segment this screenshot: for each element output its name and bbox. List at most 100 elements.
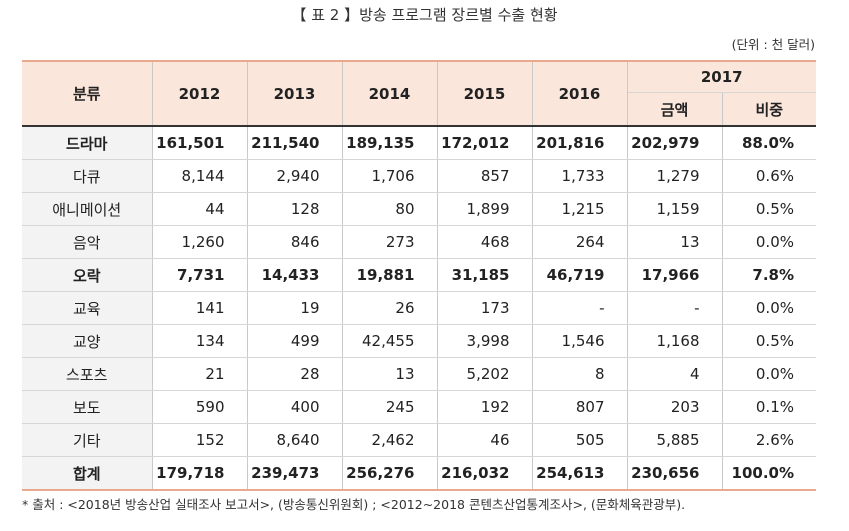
header-year: 2013	[247, 61, 343, 127]
row-category: 음악	[22, 225, 153, 259]
source-note: * 출처 : <2018년 방송산업 실태조사 보고서>, (방송통신위원회) …	[22, 497, 686, 512]
row-category: 기타	[22, 423, 153, 457]
table-cell: 0.6%	[722, 159, 816, 193]
table-cell: 100.0%	[722, 456, 816, 491]
table-cell: 46,719	[532, 258, 628, 292]
table-cell: 19,881	[342, 258, 438, 292]
table-row: 애니메이션 44 128 80 1,899 1,215 1,159 0.5%	[22, 192, 816, 226]
table-cell: 80	[342, 192, 438, 226]
row-category: 오락	[22, 258, 153, 292]
unit-label: (단위 : 천 달러)	[731, 37, 815, 52]
table-row: 기타 152 8,640 2,462 46 505 5,885 2.6%	[22, 423, 816, 457]
table-cell: 8,640	[247, 423, 343, 457]
table-cell: 256,276	[342, 456, 438, 491]
table-cell: 26	[342, 291, 438, 325]
header-year: 2012	[152, 61, 248, 127]
table-cell: 590	[152, 390, 248, 424]
table-cell: 1,260	[152, 225, 248, 259]
table-cell: 13	[627, 225, 723, 259]
row-category: 드라마	[22, 126, 153, 160]
table-cell: 172,012	[437, 126, 533, 160]
table-cell: 0.0%	[722, 357, 816, 391]
table-cell: 0.5%	[722, 324, 816, 358]
table-cell: 203	[627, 390, 723, 424]
table-cell: 7,731	[152, 258, 248, 292]
table-cell: 2.6%	[722, 423, 816, 457]
table-cell: 0.0%	[722, 291, 816, 325]
table-cell: 230,656	[627, 456, 723, 491]
row-category: 합계	[22, 456, 153, 491]
table-cell: 1,546	[532, 324, 628, 358]
row-category: 스포츠	[22, 357, 153, 391]
table-cell: 245	[342, 390, 438, 424]
table-cell: 42,455	[342, 324, 438, 358]
header-year: 2014	[342, 61, 438, 127]
table-cell: 1,899	[437, 192, 533, 226]
table-cell: 0.1%	[722, 390, 816, 424]
table-cell: 141	[152, 291, 248, 325]
table-cell: 202,979	[627, 126, 723, 160]
header-year-2017: 2017	[627, 61, 816, 93]
table-title: 【 표 2 】방송 프로그램 장르별 수출 현황	[291, 6, 558, 24]
table-row: 합계 179,718 239,473 256,276 216,032 254,613 230…	[22, 456, 816, 491]
table-cell: 3,998	[437, 324, 533, 358]
table-cell: 88.0%	[722, 126, 816, 160]
table-cell: 152	[152, 423, 248, 457]
table-cell: 273	[342, 225, 438, 259]
table-cell: 1,706	[342, 159, 438, 193]
table-cell: 1,279	[627, 159, 723, 193]
table-cell: 28	[247, 357, 343, 391]
table-cell: 128	[247, 192, 343, 226]
export-table: 분류 2012 2013 2014 2015 2016 2017 금액 비중 드…	[22, 60, 816, 491]
table-cell: 211,540	[247, 126, 343, 160]
table-row: 교양 134 499 42,455 3,998 1,546 1,168 0.5%	[22, 324, 816, 358]
table-cell: 7.8%	[722, 258, 816, 292]
table-cell: 5,202	[437, 357, 533, 391]
table-cell: 44	[152, 192, 248, 226]
table-cell: 13	[342, 357, 438, 391]
table-row: 음악 1,260 846 273 468 264 13 0.0%	[22, 225, 816, 259]
table-cell: 239,473	[247, 456, 343, 491]
table-cell: 2,940	[247, 159, 343, 193]
row-category: 교양	[22, 324, 153, 358]
table-cell: 31,185	[437, 258, 533, 292]
table-cell: 21	[152, 357, 248, 391]
table-cell: 5,885	[627, 423, 723, 457]
header-year: 2016	[532, 61, 628, 127]
table-cell: 19	[247, 291, 343, 325]
table-cell: 0.0%	[722, 225, 816, 259]
table-cell: 505	[532, 423, 628, 457]
table-cell: 846	[247, 225, 343, 259]
table-cell: -	[532, 291, 628, 325]
table-cell: 161,501	[152, 126, 248, 160]
row-category: 보도	[22, 390, 153, 424]
table-row: 교육 141 19 26 173- -0.0%	[22, 291, 816, 325]
table-row: 드라마 161,501 211,540 189,135 172,012 201,816 20…	[22, 126, 816, 160]
table-cell: 264	[532, 225, 628, 259]
table-cell: 134	[152, 324, 248, 358]
table-cell: 1,159	[627, 192, 723, 226]
table-row: 스포츠 21 28 13 5,202 8 4 0.0%	[22, 357, 816, 391]
table-cell: 17,966	[627, 258, 723, 292]
header-category: 분류	[22, 61, 153, 127]
table-row: 다큐 8,144 2,940 1,706 857 1,733 1,279 0.6%	[22, 159, 816, 193]
table-row: 보도 590 400 245 192 807 203 0.1%	[22, 390, 816, 424]
table-cell: 189,135	[342, 126, 438, 160]
table-cell: 1,168	[627, 324, 723, 358]
table-cell: 0.5%	[722, 192, 816, 226]
table-cell: 8	[532, 357, 628, 391]
table-cell: 4	[627, 357, 723, 391]
table-cell: 807	[532, 390, 628, 424]
table-cell: 46	[437, 423, 533, 457]
table-cell: 201,816	[532, 126, 628, 160]
table-cell: 499	[247, 324, 343, 358]
table-cell: 8,144	[152, 159, 248, 193]
header-share: 비중	[722, 92, 816, 127]
table-cell: 192	[437, 390, 533, 424]
table-cell: 400	[247, 390, 343, 424]
table-cell: 468	[437, 225, 533, 259]
table-cell: 173	[437, 291, 533, 325]
table-cell: 14,433	[247, 258, 343, 292]
row-category: 다큐	[22, 159, 153, 193]
header-year: 2015	[437, 61, 533, 127]
